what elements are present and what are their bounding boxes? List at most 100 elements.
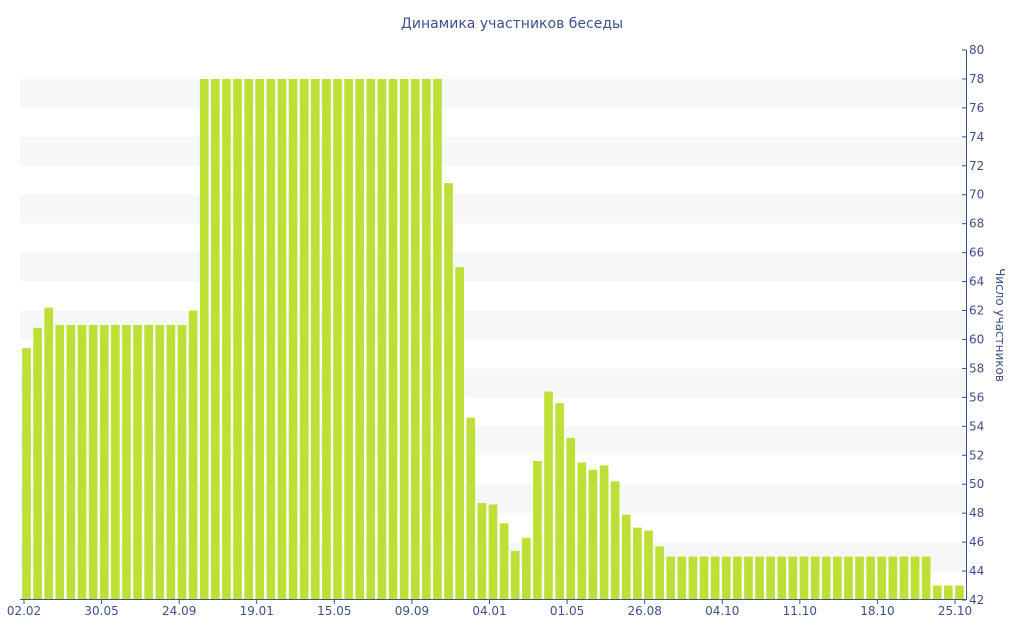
x-tick-label: 11.10 [783,604,817,618]
bar [577,462,587,600]
bar [910,556,920,600]
bar [111,325,120,600]
y-tick-label: 72 [969,159,984,173]
grid-band [20,252,966,282]
bar [277,78,287,600]
bar [177,325,187,600]
y-tick-label: 64 [969,275,984,289]
bar [944,585,953,600]
bar [555,403,564,600]
y-tick-label: 70 [969,188,984,202]
x-tick-label: 15.05 [317,604,351,618]
bar [188,310,198,600]
x-tick-label: 02.02 [7,604,41,618]
bar [44,307,54,600]
bar [655,546,664,600]
bar [677,556,687,600]
grid-band [20,426,966,456]
bar [399,78,409,600]
y-tick-label: 56 [969,390,984,404]
x-axis-ticks: 02.02 30.05 24.09 19.01 15.05 09.09 04.01 01.05… [7,600,972,618]
bar [33,327,42,600]
bar [166,325,176,600]
bar [788,556,798,600]
y-tick-label: 62 [969,304,984,318]
y-tick-label: 60 [969,332,984,346]
grid-band [20,368,966,398]
bar [344,78,353,600]
x-tick-label: 04.10 [705,604,739,618]
y-tick-label: 52 [969,448,984,462]
bar [233,78,242,600]
x-tick-label: 01.05 [550,604,584,618]
bar [744,556,753,600]
bar [599,465,609,600]
bar [633,527,642,600]
y-tick-label: 50 [969,477,984,491]
bar [832,556,842,600]
bar [433,78,442,600]
bar [255,78,265,600]
chart-title: Динамика участников беседы [401,16,623,32]
bar [199,78,209,600]
grid-band [20,136,966,166]
bar [55,325,65,600]
y-tick-label: 66 [969,246,984,260]
bar [821,556,831,600]
bar [755,556,764,600]
bar [222,78,231,600]
bar [866,556,875,600]
bar [566,437,576,600]
bar [377,78,387,600]
bar [877,556,887,600]
bar [544,391,553,600]
bar [810,556,820,600]
x-tick-label: 09.09 [395,604,429,618]
bar [266,78,276,600]
bar [144,325,154,600]
grid-band [20,78,966,108]
bar [955,585,964,600]
bar [477,503,487,600]
bar [510,550,520,600]
bar [855,556,864,600]
bar [355,78,365,600]
bar [777,556,787,600]
bar [666,556,676,600]
x-tick-label: 30.05 [84,604,118,618]
x-tick-label: 26.08 [627,604,661,618]
bar [710,556,720,600]
bar [322,78,331,600]
bar [932,585,942,600]
x-tick-label: 24.09 [162,604,196,618]
bar [488,504,498,600]
bar [466,417,476,600]
bar [366,78,376,600]
y-tick-label: 58 [969,361,984,375]
bar [621,514,631,600]
bar [888,556,898,600]
bar [210,78,220,600]
bar [388,78,398,600]
bar [310,78,320,600]
bar [66,325,76,600]
y-axis-title: Число участников [993,268,1007,382]
bar [299,78,309,600]
bar [244,78,253,600]
grid-band [20,310,966,340]
bar [799,556,809,600]
y-tick-label: 74 [969,130,984,144]
y-tick-label: 46 [969,535,984,549]
y-tick-label: 68 [969,217,984,231]
bar [22,348,31,600]
bar [921,556,931,600]
bar [688,556,698,600]
y-tick-label: 76 [969,101,984,115]
bar [610,481,620,600]
bar [733,556,742,600]
bar [99,325,109,600]
grid-bands [20,78,966,572]
bar [133,325,142,600]
bar [333,78,342,600]
